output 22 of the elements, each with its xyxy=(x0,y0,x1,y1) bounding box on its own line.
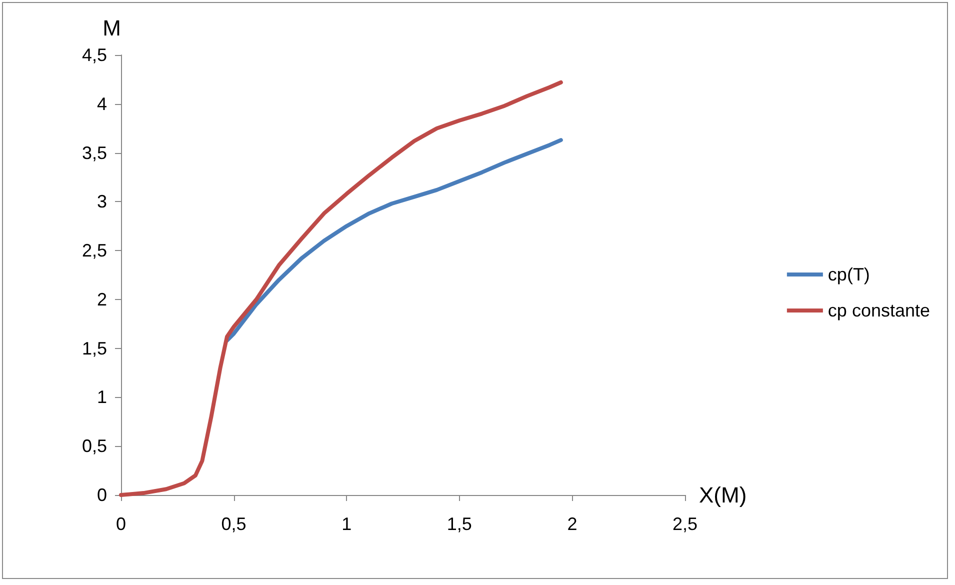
x-axis-title: X(M) xyxy=(699,482,747,508)
x-tick-label: 2,5 xyxy=(672,514,698,534)
x-tick-label: 2 xyxy=(567,514,578,534)
y-tick-label: 1 xyxy=(96,387,107,408)
y-tick-label: 4,5 xyxy=(82,45,107,65)
y-tick-label: 0,5 xyxy=(82,436,107,456)
y-tick-label: 2 xyxy=(96,289,107,310)
legend-label: cp(T) xyxy=(828,264,870,284)
y-tick-label: 4 xyxy=(96,94,107,114)
x-tick-label: 0 xyxy=(116,514,126,534)
x-tick-label: 1 xyxy=(342,514,352,534)
legend-label: cp constante xyxy=(828,300,930,320)
y-tick-label: 3,5 xyxy=(82,142,107,163)
y-axis-title: M xyxy=(102,16,121,40)
line-series xyxy=(119,80,563,497)
y-tick-label: 1,5 xyxy=(82,338,107,358)
y-tick-label: 0 xyxy=(96,485,107,505)
x-tick-label: 0,5 xyxy=(221,514,246,534)
y-tick-label: 3 xyxy=(96,192,107,212)
y-tick-label: 2,5 xyxy=(82,240,107,261)
line-series xyxy=(225,138,563,343)
x-tick-label: 1,5 xyxy=(446,514,472,534)
